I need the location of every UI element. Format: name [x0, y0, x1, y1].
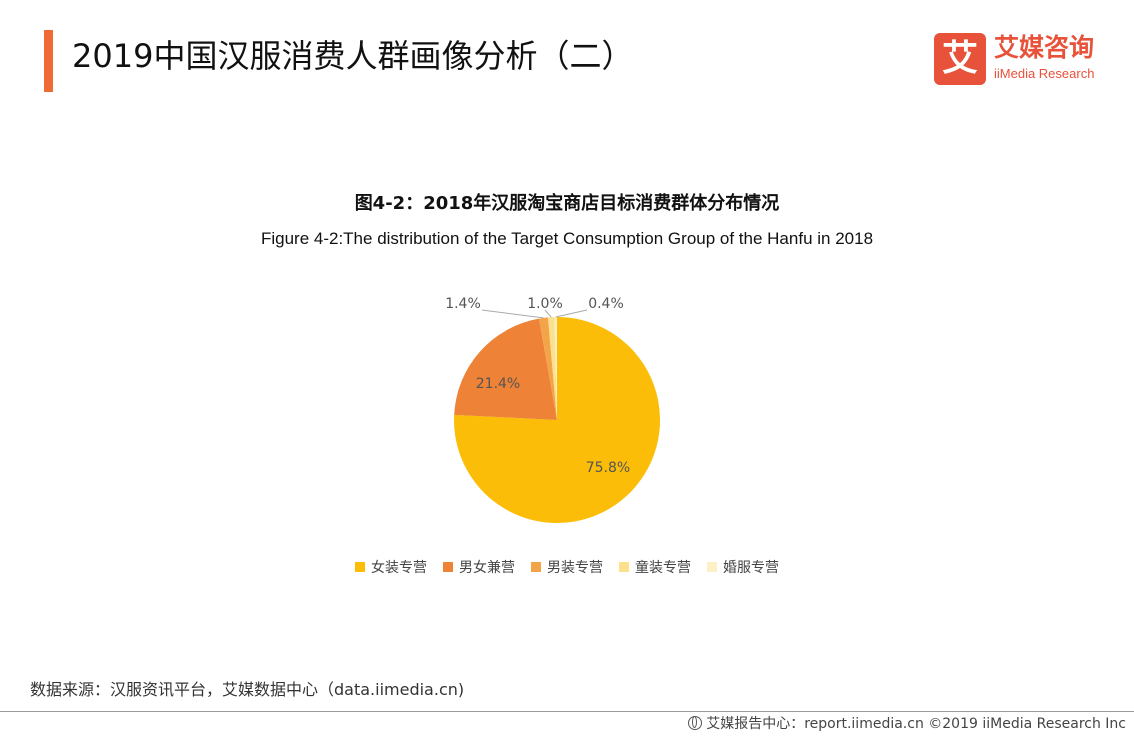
footer: 艾媒报告中心：report.iimedia.cn ©2019 iiMedia R…	[688, 713, 1126, 735]
pie-slice-2	[538, 317, 557, 420]
legend-item-2: 男装专营	[531, 557, 603, 579]
legend-label-0: 女装专营	[371, 560, 427, 576]
title-accent-bar	[44, 30, 53, 92]
logo-name-en: iiMedia Research	[994, 66, 1095, 81]
leader-line-4	[555, 309, 588, 318]
page-title: 2019中国汉服消费人群画像分析（二）	[72, 37, 634, 75]
legend-item-3: 童装专营	[619, 557, 691, 579]
chart-subtitle: Figure 4-2:The distribution of the Targe…	[260, 229, 874, 248]
legend-item-1: 男女兼营	[443, 557, 515, 579]
legend-swatch-1	[443, 562, 453, 572]
data-label-1: 21.4%	[476, 376, 520, 392]
chart-legend: 女装专营 男女兼营 男装专营 童装专营 婚服专营	[0, 557, 1134, 579]
legend-item-4: 婚服专营	[707, 557, 779, 579]
iimedia-logo: 艾 艾媒咨询 iiMedia Research	[934, 33, 1114, 85]
legend-label-2: 男装专营	[547, 560, 603, 576]
data-label-4: 0.4%	[588, 296, 624, 312]
chart-title: 图4-2：2018年汉服淘宝商店目标消费群体分布情况	[354, 193, 780, 214]
data-label-0: 75.8%	[586, 460, 630, 476]
footer-divider	[0, 711, 1134, 712]
legend-swatch-2	[531, 562, 541, 572]
legend-label-3: 童装专营	[635, 560, 691, 576]
legend-swatch-3	[619, 562, 629, 572]
legend-item-0: 女装专营	[355, 557, 427, 579]
logo-mark: 艾	[934, 33, 986, 85]
pie-slice-0	[454, 317, 661, 524]
legend-swatch-0	[355, 562, 365, 572]
pie-slice-1	[454, 318, 557, 420]
pie-slice-3	[547, 317, 557, 420]
globe-icon	[688, 716, 703, 730]
data-source: 数据来源：汉服资讯平台，艾媒数据中心（data.iimedia.cn)	[30, 680, 465, 699]
legend-label-4: 婚服专营	[723, 560, 779, 576]
legend-label-1: 男女兼营	[459, 560, 515, 576]
data-label-3: 1.0%	[527, 296, 563, 312]
leader-line-3	[544, 309, 552, 318]
logo-name-cn: 艾媒咨询	[994, 33, 1095, 62]
footer-text: 艾媒报告中心：report.iimedia.cn ©2019 iiMedia R…	[706, 716, 1126, 732]
legend-swatch-4	[707, 562, 717, 572]
data-label-2: 1.4%	[445, 296, 481, 312]
leader-line-2	[481, 309, 544, 319]
pie-slice-4	[554, 317, 557, 420]
